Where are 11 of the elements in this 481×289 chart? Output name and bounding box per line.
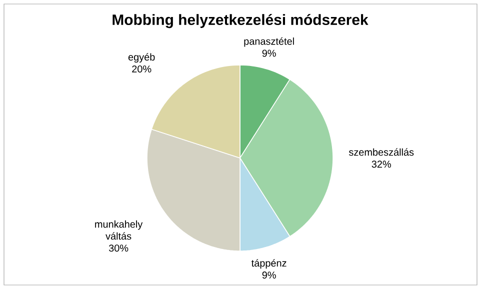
data-label: 9% xyxy=(262,272,276,279)
slice-label: panasztétel xyxy=(244,37,294,47)
data-label: 9% xyxy=(262,50,276,57)
slice-label: szembeszállás xyxy=(348,148,414,156)
data-label: 20% xyxy=(132,65,152,73)
chart-title: Mobbing helyzetkezelési módszerek xyxy=(112,14,368,28)
slice-label: egyéb xyxy=(128,53,155,63)
slice-label: munkahely váltás xyxy=(95,220,143,240)
slice-label: táppénz xyxy=(252,259,286,269)
data-label: 32% xyxy=(372,160,391,168)
data-label: 30% xyxy=(108,244,128,252)
